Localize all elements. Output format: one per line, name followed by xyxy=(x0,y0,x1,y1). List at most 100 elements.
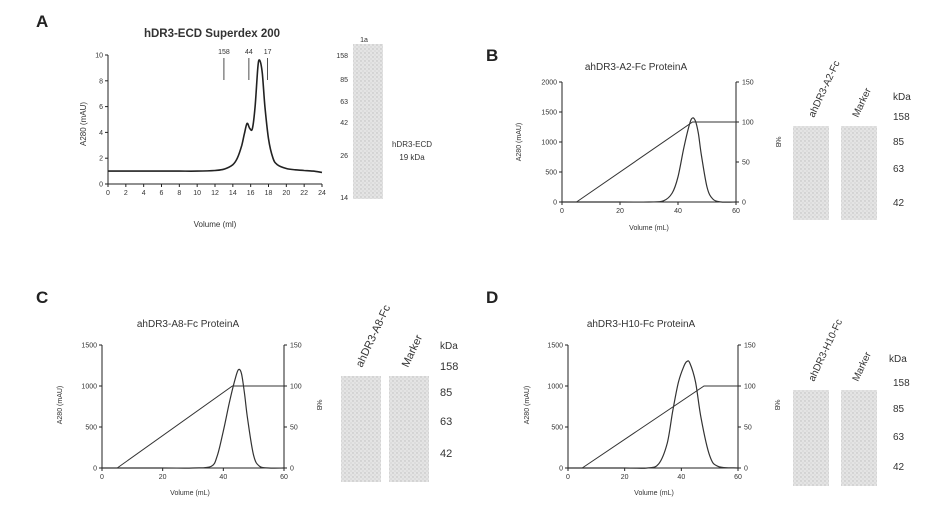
panel-b-x-tick-label: 60 xyxy=(732,208,740,215)
panel-b-gradient-line xyxy=(576,121,736,203)
panel-d-y2-tick-label: 50 xyxy=(744,425,752,432)
panel-a-x-tick-label: 0 xyxy=(106,190,110,197)
panel-label-d: D xyxy=(486,288,499,307)
panel-c-gel-ladder-label: 158 xyxy=(440,361,458,373)
panel-a-x-tick-label: 22 xyxy=(300,190,308,197)
panel-a-x-tick-label: 6 xyxy=(160,190,164,197)
panel-c-y-tick-label: 500 xyxy=(85,425,97,432)
panel-a-x-tick-label: 24 xyxy=(318,190,326,197)
panel-a-marker-label: 17 xyxy=(264,49,272,56)
panel-a-ylabel: A280 (mAU) xyxy=(79,102,88,146)
panel-c-gel-lane-label-2: Marker xyxy=(400,333,425,369)
panel-d-gel-unit: kDa xyxy=(889,354,907,365)
panel-c-ylabel: A280 (mAU) xyxy=(57,386,64,425)
panel-b-gel-ladder-label: 158 xyxy=(893,112,910,123)
panel-b-ylabel: A280 (mAU) xyxy=(516,123,523,162)
panel-a-x-tick-label: 10 xyxy=(193,190,201,197)
panel-b-gel-lane-label-2: Marker xyxy=(851,86,874,119)
panel-a-marker-label: 44 xyxy=(245,49,253,56)
panel-d-gel-lane-label-2: Marker xyxy=(851,350,874,383)
panel-a-x-tick-label: 12 xyxy=(211,190,219,197)
panel-d-gel-ladder-label: 63 xyxy=(893,432,905,443)
panel-d-x-tick-label: 60 xyxy=(734,474,742,481)
panel-a-gel-ladder-label: 14 xyxy=(340,195,348,202)
panel-d-gel-ladder-label: 85 xyxy=(893,404,905,415)
panel-b-y-tick-label: 1500 xyxy=(541,110,557,117)
panel-d-gel-lane-label-1: ahDR3-H10-Fc xyxy=(807,318,845,384)
panel-d-gel-lane-2 xyxy=(841,390,877,486)
panel-a-y-tick-label: 0 xyxy=(99,182,103,189)
panel-a-y-tick-label: 10 xyxy=(95,53,103,60)
panel-a-gel-ladder-label: 158 xyxy=(336,53,348,60)
panel-c-y-tick-label: 0 xyxy=(93,466,97,473)
panel-c-gel-ladder-label: 63 xyxy=(440,416,452,428)
panel-c-gel-ladder-label: 85 xyxy=(440,387,452,399)
panel-a-gel-band-label: hDR3-ECD xyxy=(392,140,432,149)
panel-a-series xyxy=(108,59,323,174)
panel-d-title: ahDR3-H10-Fc ProteinA xyxy=(587,319,696,330)
panel-a-x-tick-label: 8 xyxy=(177,190,181,197)
panel-b-y2-tick-label: 0 xyxy=(742,200,746,207)
panel-d-gradient-line xyxy=(581,385,738,469)
panel-a-title: hDR3-ECD Superdex 200 xyxy=(144,28,280,40)
panel-c-y2label: %B xyxy=(315,400,322,411)
panel-d-x-tick-label: 0 xyxy=(566,474,570,481)
panel-a-y-tick-label: 8 xyxy=(99,78,103,85)
panel-b-y-tick-label: 0 xyxy=(553,200,557,207)
panel-b-gel-unit: kDa xyxy=(893,92,911,103)
panel-d-x-tick-label: 40 xyxy=(677,474,685,481)
panel-a-gel-lane xyxy=(353,44,383,199)
panel-c-gel-lane-label-1: ahDR3-A8-Fc xyxy=(354,303,394,369)
panel-a-gel-top-label: 1a xyxy=(360,37,368,44)
panel-a-chart: hDR3-ECD Superdex 200 0 2 4 6 8 10 12 14 16 18 20 2… xyxy=(79,28,432,229)
panel-a-x-tick-label: 2 xyxy=(124,190,128,197)
panel-b-y2-tick-label: 150 xyxy=(742,80,754,87)
panel-d-series xyxy=(568,360,739,469)
panel-a-gel-ladder: 158 85 63 42 26 14 xyxy=(336,53,348,202)
panel-b-gel-lane-1 xyxy=(793,126,829,220)
panel-d-y2-tick-label: 0 xyxy=(744,466,748,473)
panel-c-gradient-line xyxy=(116,385,284,469)
panel-b-xlabel: Volume (mL) xyxy=(629,225,669,232)
panel-c-gel-ladder-label: 42 xyxy=(440,448,452,460)
panel-a-gel-ladder-label: 42 xyxy=(340,120,348,127)
panel-b-gel-lane-label-1: ahDR3-A2-Fc xyxy=(807,59,843,119)
panel-c-x-tick-label: 40 xyxy=(219,474,227,481)
panel-d-gel-ladder-label: 158 xyxy=(893,378,910,389)
panel-b-series xyxy=(561,117,737,203)
panel-c-xlabel: Volume (mL) xyxy=(170,490,210,497)
panel-a-x-tick-label: 18 xyxy=(265,190,273,197)
panel-b-gel-ladder: 158 85 63 42 xyxy=(893,112,910,209)
panel-label-b: B xyxy=(486,46,499,65)
panel-a-x-tick-label: 20 xyxy=(282,190,290,197)
panel-label-c: C xyxy=(36,288,49,307)
panel-b-x-tick-label: 40 xyxy=(674,208,682,215)
panel-b-chart: ahDR3-A2-Fc ProteinA 0 20 40 60050010001500… xyxy=(516,59,911,232)
panel-b-a280-line xyxy=(561,117,737,203)
panel-b-y-tick-label: 2000 xyxy=(541,80,557,87)
panel-d-y-tick-label: 500 xyxy=(551,425,563,432)
panel-c-y-tick-label: 1000 xyxy=(81,384,97,391)
panel-c-y2-tick-label: 150 xyxy=(290,343,302,350)
panel-d-y-tick-label: 1500 xyxy=(547,343,563,350)
panel-b-y2-tick-label: 100 xyxy=(742,120,754,127)
panel-label-a: A xyxy=(36,12,49,31)
panel-a-y-tick-label: 4 xyxy=(99,130,103,137)
panel-b-title: ahDR3-A2-Fc ProteinA xyxy=(585,62,688,73)
panel-b-gel-lane-2 xyxy=(841,126,877,220)
panel-c-x-tick-label: 60 xyxy=(280,474,288,481)
panel-c-y2-tick-label: 0 xyxy=(290,466,294,473)
panel-a-gel-band-size: 19 kDa xyxy=(399,153,425,162)
panel-c-gel-lane-1 xyxy=(341,376,381,482)
panel-a-y-tick-label: 6 xyxy=(99,104,103,111)
panel-a-gel-ladder-label: 63 xyxy=(340,99,348,106)
panel-c-chart: ahDR3-A8-Fc ProteinA 0 20 40 60050010001500… xyxy=(57,303,458,497)
panel-c-title: ahDR3-A8-Fc ProteinA xyxy=(137,319,240,330)
panel-b-y-tick-label: 1000 xyxy=(541,140,557,147)
panel-d-y-tick-label: 0 xyxy=(559,466,563,473)
